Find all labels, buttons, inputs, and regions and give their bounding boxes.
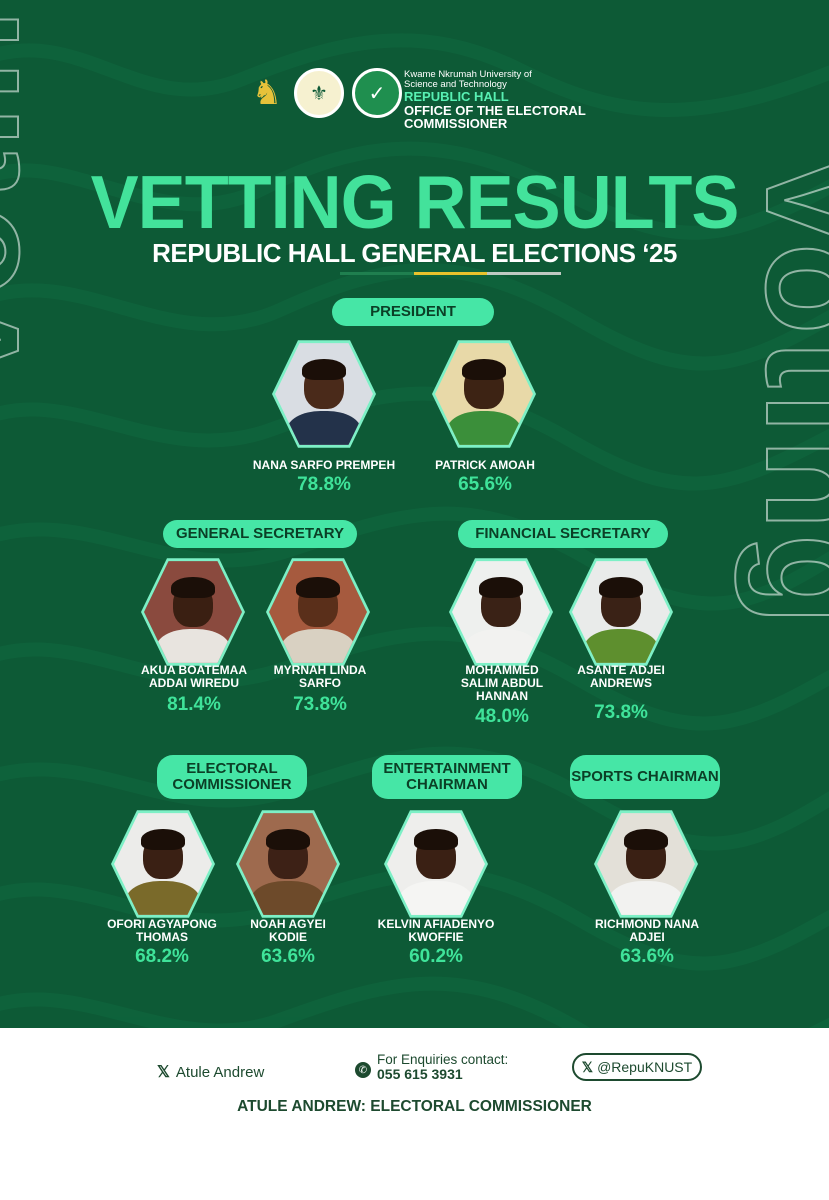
candidate-percent: 63.6% [261,946,315,967]
candidate-name: RICHMOND NANA ADJEI [595,917,699,944]
candidate-name: ASANTE ADJEI ANDREWS [577,663,665,690]
position-label-general-secretary: GENERAL SECRETARY [163,520,357,548]
candidate-percent: 65.6% [458,474,512,495]
logo-group: ♞ ⚜ ✓ [248,68,402,118]
position-label-president: PRESIDENT [332,298,494,326]
hall-name: REPUBLIC HALL [404,88,509,104]
footer-signature: ATULE ANDREW: ELECTORAL COMMISSIONER [237,1098,592,1115]
stripe-segment [339,272,414,275]
candidate-name: AKUA BOATEMAA ADDAI WIREDU [141,663,247,690]
candidate-percent: 68.2% [135,946,189,967]
candidate-percent: 78.8% [297,474,351,495]
x-logo-icon: 𝕏 [581,1058,594,1075]
x-handle-name: Atule Andrew [175,1063,265,1081]
stripe-segment [413,272,488,275]
candidate-name: MOHAMMED SALIM ABDUL HANNAN [460,663,544,703]
x-logo-icon: 𝕏 [157,1064,170,1081]
wave-pattern [0,0,829,1028]
whatsapp-icon: ✆ [355,1062,371,1078]
candidate-percent: 48.0% [475,706,529,727]
candidate-name: NOAH AGYEI KODIE [250,917,326,944]
x-handle[interactable]: 𝕏 Atule Andrew [157,1062,264,1082]
university-name: Kwame Nkrumah University of Science and … [404,69,532,90]
candidate-name: KELVIN AFIADENYO KWOFFIE [377,917,495,944]
candidate-percent: 73.8% [594,702,648,723]
position-label-sports-chairman: SPORTS CHAIRMAN [570,755,720,799]
candidate-photo [272,340,376,448]
electoral-office-crest-icon: ✓ [352,68,402,118]
candidate-percent: 63.6% [620,946,674,967]
position-label-electoral-commissioner: ELECTORAL COMMISSIONER [157,755,307,799]
republic-hall-crest-icon: ⚜ [294,68,344,118]
knust-crest-icon: ♞ [251,74,283,112]
candidate-name: NANA SARFO PREMPEH [252,458,396,472]
candidate-percent: 81.4% [167,694,221,715]
candidate-photo [432,340,536,448]
candidate-name: PATRICK AMOAH [435,458,535,472]
candidate-name: MYRNAH LINDA SARFO [273,663,367,690]
color-stripe [266,272,561,275]
candidate-percent: 73.8% [293,694,347,715]
position-label-financial-secretary: FINANCIAL SECRETARY [458,520,668,548]
office-name: OFFICE OF THE ELECTORAL COMMISSIONER [404,102,586,132]
stripe-segment [266,272,340,275]
enquiries-label: For Enquiries contact: [377,1052,509,1067]
enquiries-block: For Enquiries contact: 055 615 3931 [377,1052,508,1082]
candidate-name: OFORI AGYAPONG THOMAS [107,917,217,944]
position-label-entertainment-chairman: ENTERTAINMENT CHAIRMAN [372,755,522,799]
stripe-segment [487,272,561,275]
institution-block: Kwame Nkrumah University of Science and … [404,70,594,131]
page-subtitle: REPUBLIC HALL GENERAL ELECTIONS ‘25 [152,238,677,268]
page-title: VETTING RESULTS [90,161,740,245]
x-account-handle: @RepuKNUST [597,1059,693,1075]
enquiries-phone[interactable]: 055 615 3931 [377,1066,463,1082]
x-account-badge[interactable]: 𝕏 @RepuKNUST [572,1053,702,1081]
candidate-percent: 60.2% [409,946,463,967]
